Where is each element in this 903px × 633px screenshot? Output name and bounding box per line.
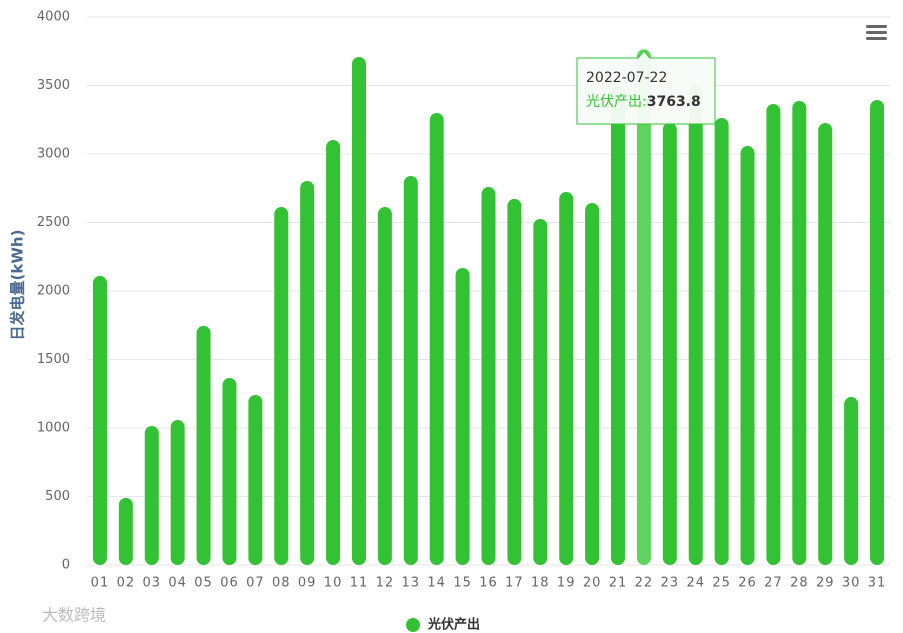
x-tick-label: 23 — [661, 576, 680, 591]
y-axis-title: 日发电量(kWh) — [9, 230, 27, 341]
x-tick-label: 22 — [635, 576, 654, 591]
x-tick-label: 14 — [427, 576, 446, 591]
x-tick-label: 01 — [91, 576, 110, 591]
bar — [740, 146, 755, 565]
bar — [662, 122, 677, 566]
bar — [636, 49, 651, 566]
y-tick-label: 1500 — [37, 352, 70, 367]
x-tick-label: 28 — [790, 576, 809, 591]
tooltip-value: 3763.8 — [647, 94, 701, 110]
bar — [714, 117, 729, 566]
x-tick-label: 15 — [453, 576, 472, 591]
x-tick-label: 02 — [117, 576, 136, 591]
x-tick-label: 17 — [505, 576, 524, 591]
x-tick-label: 05 — [194, 576, 213, 591]
bar — [844, 397, 859, 565]
bar — [792, 100, 807, 565]
bar — [507, 198, 522, 565]
bar — [585, 203, 600, 565]
bar — [377, 207, 392, 566]
bar — [766, 103, 781, 566]
bar — [870, 100, 885, 565]
y-tick-label: 0 — [62, 558, 70, 573]
x-tick-label: 16 — [479, 576, 498, 591]
menu-icon-bar — [866, 37, 887, 40]
x-tick-label: 12 — [376, 576, 395, 591]
bar — [533, 218, 548, 566]
bar — [248, 394, 263, 565]
bar — [144, 425, 159, 565]
bar — [403, 176, 418, 565]
bar — [274, 207, 289, 566]
x-tick-label: 13 — [402, 576, 421, 591]
x-tick-label: 25 — [712, 576, 731, 591]
x-tick-label: 30 — [842, 576, 861, 591]
legend-label: 光伏产出 — [427, 617, 480, 633]
x-tick-label: 29 — [816, 576, 835, 591]
tooltip-label: 光伏产出: — [586, 94, 647, 110]
tooltip-box — [576, 50, 716, 125]
x-tick-label: 09 — [298, 576, 317, 591]
x-tick-label: 18 — [531, 576, 550, 591]
bar — [688, 85, 703, 565]
bar — [818, 123, 833, 566]
x-tick-label: 07 — [246, 576, 265, 591]
x-tick-label: 08 — [272, 576, 291, 591]
bar — [118, 497, 133, 565]
bar — [196, 325, 211, 565]
bar — [351, 57, 366, 566]
x-tick-label: 04 — [168, 576, 187, 591]
x-tick-label: 11 — [350, 576, 369, 591]
y-tick-label: 500 — [45, 489, 70, 504]
y-tick-label: 4000 — [37, 10, 70, 25]
bar — [222, 377, 237, 565]
menu-button[interactable] — [866, 25, 887, 40]
bar — [92, 275, 107, 565]
x-tick-label: 31 — [868, 576, 887, 591]
x-tick-label: 10 — [324, 576, 343, 591]
tooltip-date: 2022-07-22 — [586, 70, 667, 86]
tooltip: 2022-07-22 光伏产出: 3763.8 — [576, 50, 716, 125]
bar — [300, 180, 315, 565]
x-tick-label: 19 — [557, 576, 576, 591]
x-tick-label: 21 — [609, 576, 628, 591]
y-tick-label: 1000 — [37, 421, 70, 436]
menu-icon-bar — [866, 25, 887, 28]
y-tick-label: 2000 — [37, 284, 70, 299]
bar — [559, 191, 574, 565]
menu-icon-bar — [866, 31, 887, 34]
x-tick-label: 20 — [583, 576, 602, 591]
y-tick-label: 2500 — [37, 215, 70, 230]
x-tick-label: 24 — [686, 576, 705, 591]
bar — [481, 187, 496, 565]
bar — [170, 420, 185, 565]
legend-marker — [406, 618, 420, 632]
bar — [429, 113, 444, 566]
bar — [326, 140, 341, 565]
bar — [611, 85, 626, 565]
x-tick-label: 06 — [220, 576, 239, 591]
x-tick-label: 26 — [738, 576, 757, 591]
x-tick-label: 27 — [764, 576, 783, 591]
y-tick-label: 3000 — [37, 147, 70, 162]
watermark: 大数跨境 — [42, 606, 106, 625]
bar — [455, 267, 470, 565]
y-tick-label: 3500 — [37, 78, 70, 93]
x-tick-label: 03 — [142, 576, 161, 591]
